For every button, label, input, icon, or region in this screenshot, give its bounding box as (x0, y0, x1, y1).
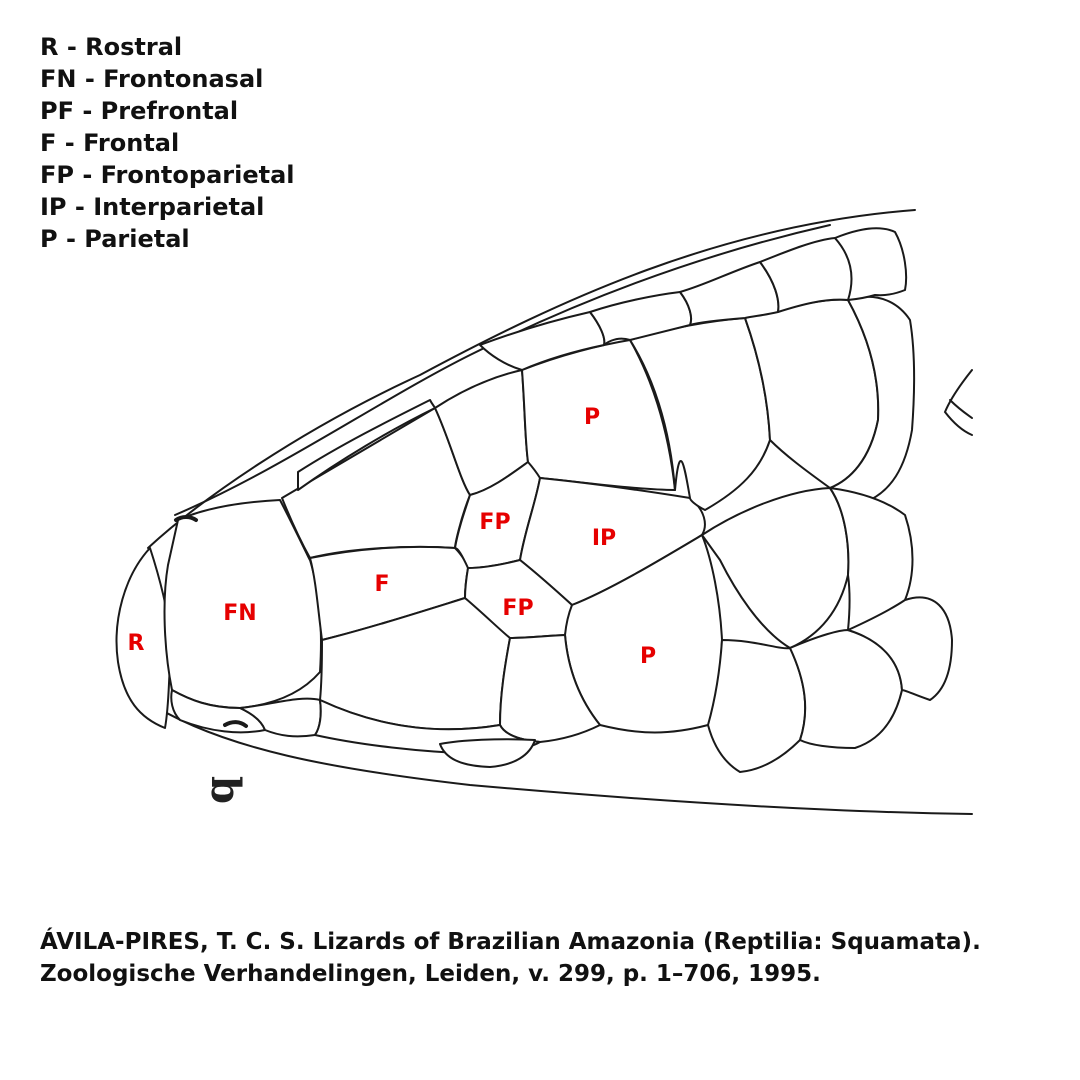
dorsal-row-scale-2 (589, 291, 693, 346)
nuchal-scale-8 (847, 596, 953, 701)
label-interparietal: IP (592, 526, 616, 551)
legend-item-interparietal: IP - Interparietal (40, 193, 265, 221)
head-outline-top (147, 209, 916, 549)
supraocular-scale-1 (297, 399, 436, 491)
legend-item-frontoparietal: FP - Frontoparietal (40, 161, 295, 189)
label-frontal: F (374, 572, 389, 597)
panel-letter: b (202, 776, 249, 804)
legend-item-frontal: F - Frontal (40, 129, 180, 157)
dorsal-row-scale-3 (679, 261, 780, 326)
dorsal-row-scale-5 (834, 227, 908, 301)
nostril-upper (174, 515, 198, 522)
label-frontoparietal-upper: FP (479, 510, 510, 535)
nuchal-scale-2 (744, 298, 880, 489)
label-parietal-upper: P (584, 405, 600, 430)
tympanic-scale (439, 738, 536, 768)
parietal-upper-scale (521, 339, 676, 491)
nuchal-fold-line-2 (949, 399, 973, 419)
nostril-lower (223, 720, 248, 728)
citation: ÁVILA-PIRES, T. C. S. Lizards of Brazili… (40, 926, 1050, 990)
legend-item-parietal: P - Parietal (40, 225, 190, 253)
legend-item-frontonasal: FN - Frontonasal (40, 65, 264, 93)
label-parietal-lower: P (640, 644, 656, 669)
label-rostral: R (128, 631, 145, 656)
nuchal-scale-4 (701, 487, 850, 649)
citation-line-2: Zoologische Verhandelingen, Leiden, v. 2… (40, 961, 821, 987)
frontonasal-scale (163, 499, 322, 709)
label-frontonasal: FN (223, 601, 256, 626)
lower-parietal-side-scale (499, 634, 601, 743)
legend-item-prefrontal: PF - Prefrontal (40, 97, 239, 125)
legend: R - Rostral FN - Frontonasal PF - Prefro… (40, 31, 295, 255)
head-outline-second-top (174, 224, 831, 516)
nuchal-fold-line (943, 369, 973, 436)
label-frontoparietal-lower: FP (502, 596, 533, 621)
head-outline-bottom (144, 699, 973, 815)
legend-item-rostral: R - Rostral (40, 33, 183, 61)
citation-line-1: ÁVILA-PIRES, T. C. S. Lizards of Brazili… (40, 929, 981, 955)
nuchal-scale-5 (707, 639, 807, 773)
